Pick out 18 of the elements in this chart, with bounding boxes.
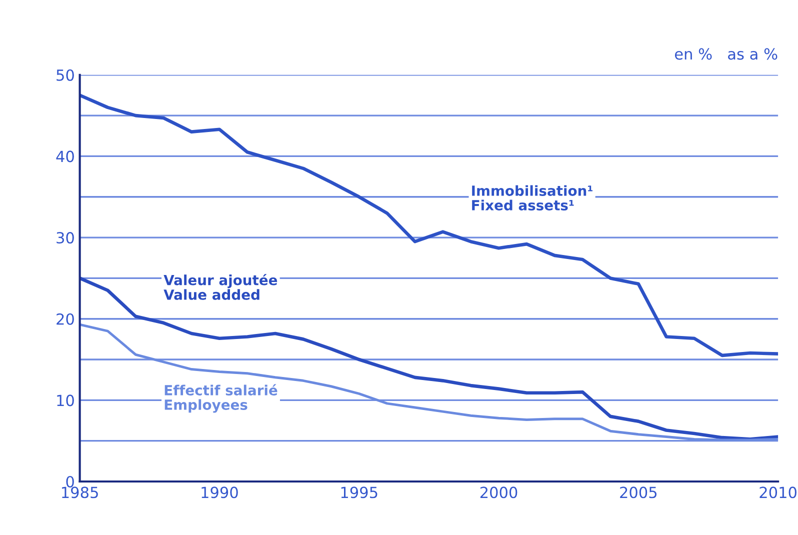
- line-series: [80, 323, 778, 442]
- line-series: [80, 94, 778, 358]
- y-tick-label: 0: [66, 476, 74, 488]
- x-tick-label: 1990: [202, 486, 238, 498]
- x-tick-label: 1995: [341, 486, 378, 498]
- x-tick-label: 2010: [760, 486, 796, 498]
- series-label: Effectif salarié Employees: [164, 384, 278, 413]
- y-tick-label: 10: [57, 394, 74, 406]
- y-tick-label: 50: [56, 69, 74, 81]
- series-label: Valeur ajoutée Value added: [164, 274, 278, 300]
- x-tick-label: 2005: [620, 486, 657, 498]
- y-tick-label: 40: [56, 150, 74, 162]
- x-tick-label: 2000: [480, 486, 518, 498]
- y-tick-label: 20: [56, 313, 74, 325]
- text: en % as a %: [674, 48, 778, 60]
- text: Immobilisation¹ Fixed assets¹: [472, 185, 592, 210]
- y-tick-label: 30: [56, 232, 74, 244]
- x-tick-label: 1985: [62, 486, 98, 498]
